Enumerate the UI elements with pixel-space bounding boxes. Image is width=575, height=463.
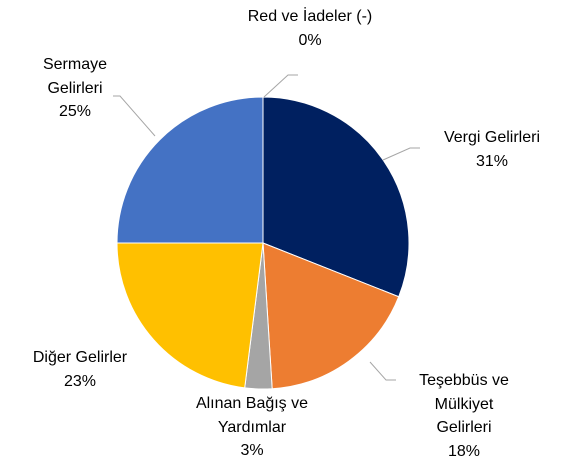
- value-label: 31%: [412, 150, 572, 174]
- value-label: 0%: [248, 29, 373, 53]
- leader-line: [264, 75, 298, 97]
- category-label: Sermaye Gelirleri: [25, 53, 125, 100]
- slices: [117, 97, 409, 389]
- category-label: Alınan Bağış ve Yardımlar: [195, 392, 310, 439]
- pie-slice: [117, 97, 263, 243]
- value-label: 23%: [0, 370, 160, 394]
- category-label: Teşebbüs ve Mülkiyet Gelirleri: [409, 369, 519, 440]
- slice-label: Red ve İadeler (-)0%: [248, 5, 373, 52]
- value-label: 25%: [25, 100, 125, 124]
- category-label: Red ve İadeler (-): [248, 5, 373, 29]
- value-label: 3%: [195, 439, 310, 463]
- category-label: Vergi Gelirleri: [412, 126, 572, 150]
- leader-line: [370, 362, 396, 380]
- category-label: Diğer Gelirler: [0, 346, 160, 370]
- value-label: 18%: [409, 440, 519, 463]
